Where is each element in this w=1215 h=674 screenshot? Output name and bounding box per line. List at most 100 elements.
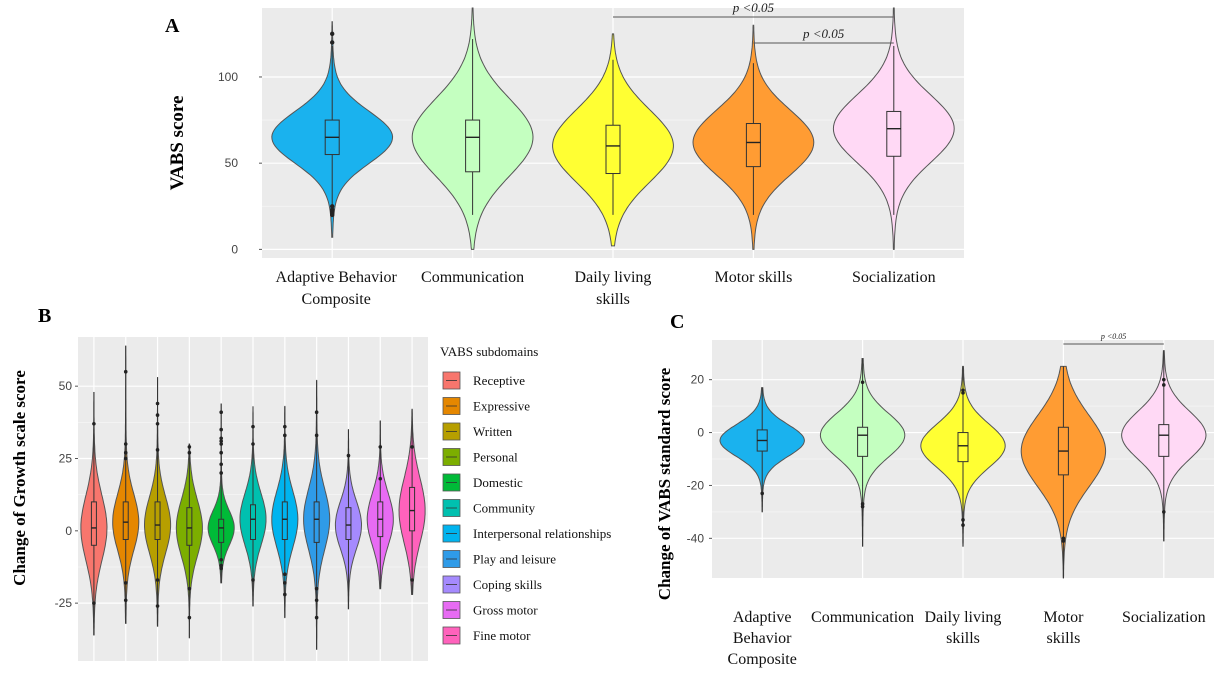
significance-label: p <0.05 — [1100, 332, 1126, 341]
box-iqr — [465, 119, 481, 173]
legend-label: Gross motor — [473, 603, 538, 618]
violin-socialization — [1121, 350, 1207, 542]
outlier-point — [187, 450, 192, 455]
violin-fine-motor — [398, 408, 426, 595]
panel-c-y-axis-title: Change of VABS standard score — [655, 367, 674, 600]
x-category-label: skills — [1047, 630, 1081, 647]
y-tick-label: 20 — [691, 373, 705, 387]
outlier-point — [219, 557, 223, 562]
legend-item-community: Community — [442, 499, 536, 517]
panel-c: C p <0.05 -40 -20 0 20 Adaptive Behavior Comp… — [655, 311, 1214, 668]
outlier-point — [314, 433, 319, 438]
box-iqr — [218, 518, 225, 543]
legend-label: Coping skills — [473, 577, 542, 592]
outlier-point — [1162, 510, 1166, 514]
violin-gross-motor — [366, 420, 394, 590]
outlier-point — [314, 586, 319, 591]
legend-title: VABS subdomains — [440, 344, 538, 359]
legend-item-play-and-leisure: Play and leisure — [442, 550, 556, 568]
outlier-point — [92, 421, 96, 426]
outlier-point — [251, 424, 255, 429]
x-category-label: Adaptive Behavior — [276, 269, 398, 286]
outlier-point — [123, 450, 128, 455]
legend-item-coping-skills: Coping skills — [442, 575, 542, 594]
panel-b-legend: VABS subdomains Receptive Expressive Writt… — [440, 344, 611, 645]
x-category-label: Motor — [1043, 609, 1084, 626]
outlier-point — [251, 442, 255, 446]
violin-motor-skills — [692, 24, 815, 250]
outlier-point — [1061, 536, 1066, 541]
box-iqr — [886, 110, 902, 157]
outlier-point — [410, 578, 414, 582]
box-iqr — [122, 501, 129, 540]
outlier-point — [219, 436, 223, 441]
y-tick-label: 100 — [218, 70, 238, 84]
outlier-point — [155, 421, 160, 426]
outlier-point — [155, 604, 160, 608]
box-iqr — [1158, 424, 1170, 457]
legend-item-receptive: Receptive — [442, 371, 525, 390]
y-tick-label: -20 — [687, 478, 705, 492]
outlier-point — [219, 439, 223, 443]
violin-communication — [411, 7, 534, 250]
x-category-label: Behavior — [733, 630, 792, 647]
outlier-point — [123, 581, 128, 585]
outlier-point — [1061, 539, 1066, 543]
box-iqr — [186, 507, 193, 546]
violin-coping-skills — [334, 429, 362, 610]
legend-label: Written — [473, 424, 513, 439]
violin-interpersonal-relationships — [271, 405, 299, 619]
violin-socialization — [832, 7, 955, 250]
x-category-label: Daily living — [575, 269, 652, 286]
outlier-point — [155, 401, 160, 406]
outlier-point — [155, 413, 160, 417]
panel-a-y-axis-title: VABS score — [167, 96, 188, 191]
outlier-point — [219, 450, 223, 455]
violin-community — [239, 406, 267, 607]
outlier-point — [123, 442, 128, 446]
outlier-point — [410, 445, 414, 449]
legend-label: Community — [473, 501, 536, 516]
legend-item-fine-motor: Fine motor — [442, 626, 531, 645]
outlier-point — [219, 471, 223, 475]
outlier-point — [1162, 377, 1166, 382]
panel-b-letter: B — [38, 305, 51, 327]
x-category-label: Socialization — [852, 269, 936, 286]
outlier-point — [330, 31, 335, 37]
outlier-point — [346, 453, 351, 458]
panel-a: A p <0.05 p <0.05 0 50 100 Adaptive Behavio… — [165, 0, 964, 308]
outlier-point — [123, 456, 128, 461]
y-tick-label: 0 — [697, 426, 704, 440]
outlier-point — [92, 601, 96, 605]
box-iqr — [154, 501, 161, 540]
x-category-label: Communication — [811, 609, 914, 626]
outlier-point — [219, 462, 223, 467]
violin-adaptive-behavior-composite — [271, 21, 394, 238]
box-iqr — [313, 501, 320, 543]
violin-motor-skills — [1020, 365, 1107, 579]
outlier-point — [187, 445, 192, 449]
outlier-point — [860, 502, 865, 506]
outlier-point — [283, 433, 287, 438]
violin-communication — [819, 358, 906, 547]
outlier-point — [283, 424, 287, 429]
outlier-point — [123, 598, 128, 603]
violin-domestic — [207, 403, 235, 584]
y-tick-label: 50 — [59, 379, 73, 393]
significance-label: p <0.05 — [732, 0, 775, 15]
violin-daily-living-skills — [920, 365, 1006, 547]
violin-adaptive-behavior-composite — [719, 387, 805, 513]
x-category-label: Motor skills — [715, 269, 793, 286]
x-category-label: Composite — [728, 651, 797, 668]
outlier-point — [314, 410, 319, 415]
violin-receptive — [80, 391, 108, 636]
outlier-point — [330, 212, 335, 218]
y-tick-label: 25 — [59, 452, 73, 466]
legend-label: Expressive — [473, 399, 530, 414]
legend-item-written: Written — [442, 422, 513, 441]
x-category-label: skills — [946, 630, 980, 647]
box-iqr — [857, 426, 869, 457]
outlier-point — [961, 391, 965, 395]
